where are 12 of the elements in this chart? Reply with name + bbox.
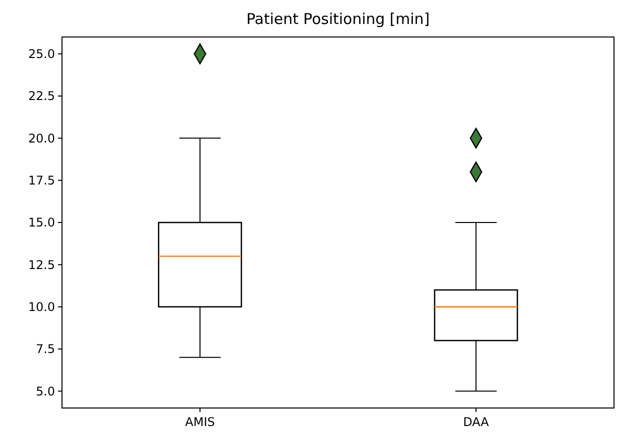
y-tick-label: 7.5 [36,342,55,356]
y-tick-label: 20.0 [28,131,55,146]
x-tick-label: DAA [463,415,490,429]
y-tick-label: 10.0 [28,300,55,314]
x-tick-label: AMIS [185,415,215,429]
y-tick-label: 22.5 [28,89,55,104]
y-tick-label: 5.0 [36,384,55,398]
y-tick-label: 25.0 [28,47,55,62]
y-tick-label: 17.5 [28,174,55,188]
y-tick-label: 15.0 [28,216,55,230]
chart-title: Patient Positioning [min] [246,10,430,28]
y-tick-label: 12.5 [28,258,55,272]
